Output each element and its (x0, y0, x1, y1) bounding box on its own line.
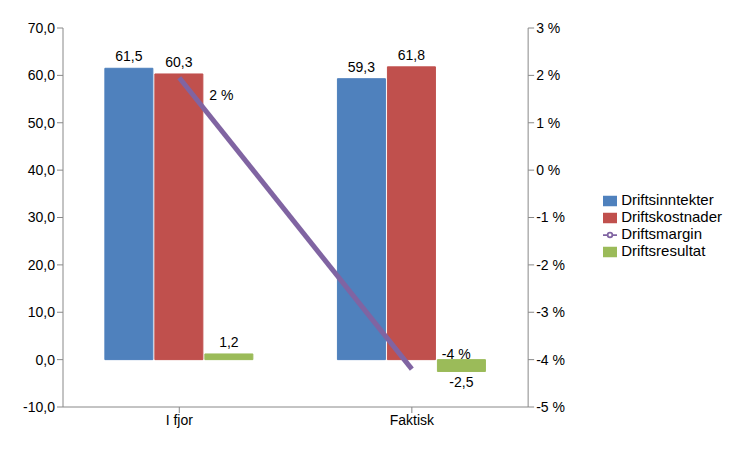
svg-text:-1 %: -1 % (536, 209, 565, 225)
svg-text:60,3: 60,3 (165, 54, 192, 70)
svg-text:I fjor: I fjor (166, 412, 194, 428)
html-text:Driftsinntekter: Driftsinntekter (621, 190, 714, 208)
svg-text:-5 %: -5 % (536, 399, 565, 415)
svg-text:2 %: 2 % (536, 67, 560, 83)
svg-text:1 %: 1 % (536, 115, 560, 131)
svg-text:1,2: 1,2 (219, 334, 239, 350)
svg-text:50,0: 50,0 (28, 115, 55, 131)
svg-text:-4 %: -4 % (442, 346, 471, 362)
html-text:Driftsmargin: Driftsmargin (621, 225, 702, 242)
svg-text:-4 %: -4 % (536, 352, 565, 368)
svg-text:-3 %: -3 % (536, 304, 565, 320)
svg-text:0 %: 0 % (536, 162, 560, 178)
html-text:Driftsresultat: Driftsresultat (621, 242, 706, 259)
svg-text:59,3: 59,3 (348, 59, 375, 75)
svg-text:20,0: 20,0 (28, 257, 55, 273)
svg-text:30,0: 30,0 (28, 209, 55, 225)
svg-text:3 %: 3 % (536, 20, 560, 36)
svg-text:61,8: 61,8 (398, 47, 425, 63)
svg-text:61,5: 61,5 (115, 48, 142, 64)
svg-text:60,0: 60,0 (28, 67, 55, 83)
svg-text:-2,5: -2,5 (449, 374, 473, 390)
svg-text:70,0: 70,0 (28, 20, 55, 36)
svg-text:10,0: 10,0 (28, 304, 55, 320)
svg-text:0,0: 0,0 (36, 352, 56, 368)
svg-text:40,0: 40,0 (28, 162, 55, 178)
html-text:Driftskostnader: Driftskostnader (621, 208, 722, 225)
svg-text:-10,0: -10,0 (23, 399, 55, 415)
svg-text:2 %: 2 % (209, 87, 233, 103)
svg-text:-2 %: -2 % (536, 257, 565, 273)
svg-text:Faktisk: Faktisk (390, 412, 435, 428)
